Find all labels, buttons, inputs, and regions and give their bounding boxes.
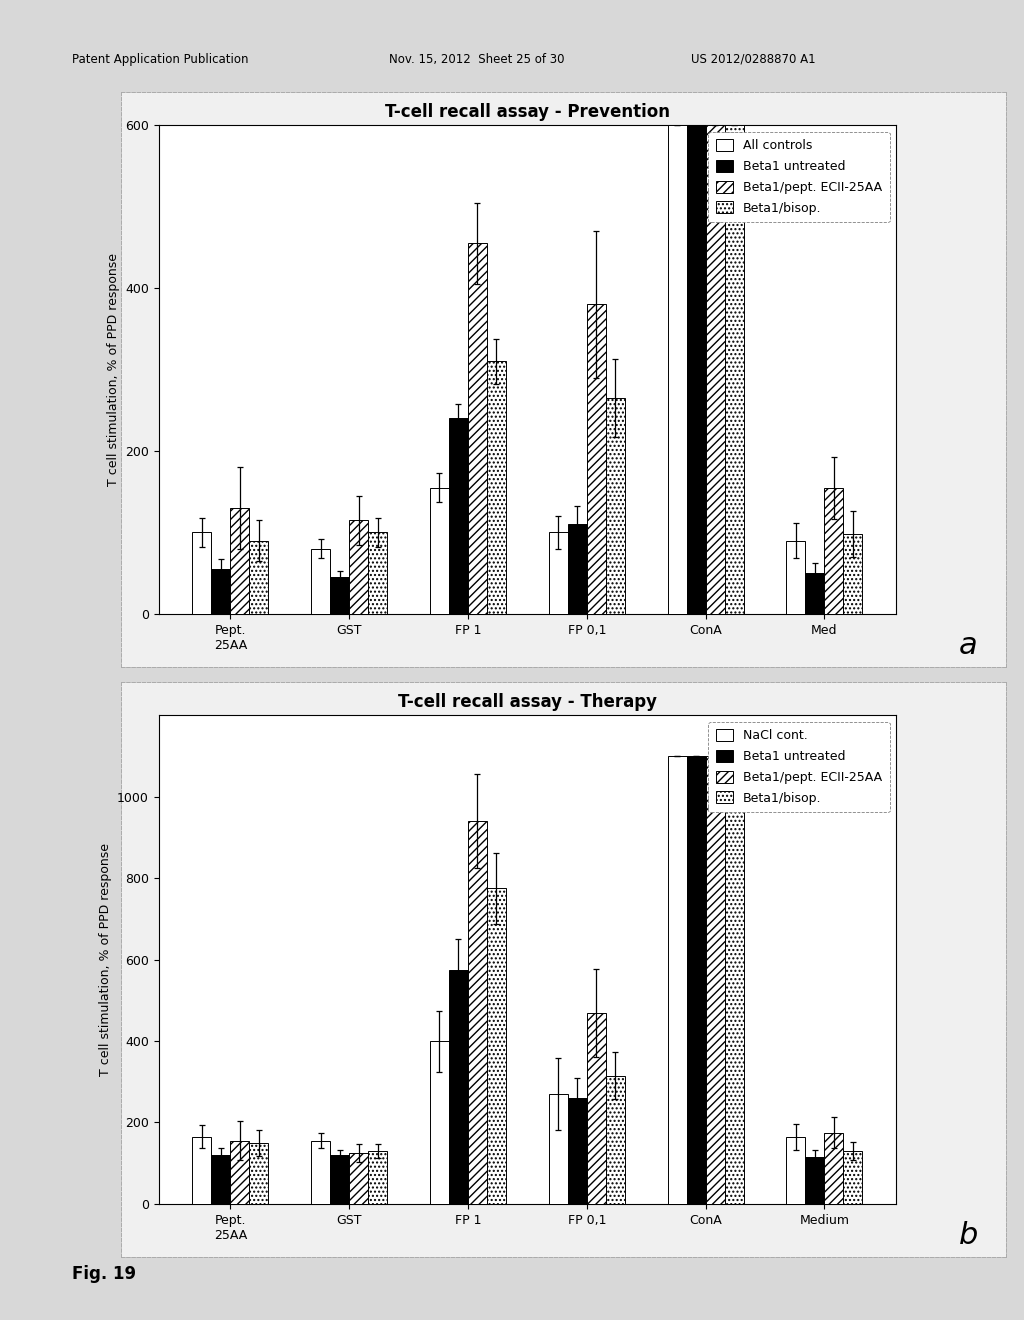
Text: Fig. 19: Fig. 19: [72, 1265, 136, 1283]
Bar: [587, 1012, 606, 1204]
Legend: NaCl cont., Beta1 untreated, Beta1/pept. ECII-25AA, Beta1/bisop.: NaCl cont., Beta1 untreated, Beta1/pept.…: [709, 722, 890, 812]
Bar: [230, 508, 249, 614]
Text: US 2012/0288870 A1: US 2012/0288870 A1: [691, 53, 816, 66]
Bar: [249, 1143, 268, 1204]
Bar: [786, 541, 806, 614]
Bar: [687, 125, 706, 614]
Bar: [668, 756, 687, 1204]
Bar: [311, 549, 330, 614]
Bar: [349, 520, 368, 614]
Bar: [668, 125, 687, 614]
Bar: [487, 888, 506, 1204]
Bar: [687, 756, 706, 1204]
Bar: [725, 125, 743, 614]
Bar: [706, 125, 725, 614]
Bar: [606, 399, 625, 614]
Bar: [549, 532, 567, 614]
Bar: [468, 821, 487, 1204]
Bar: [330, 577, 349, 614]
Title: T-cell recall assay - Prevention: T-cell recall assay - Prevention: [385, 103, 670, 121]
Bar: [211, 569, 230, 614]
Bar: [824, 487, 844, 614]
Bar: [193, 1137, 211, 1204]
Text: Patent Application Publication: Patent Application Publication: [72, 53, 248, 66]
Bar: [567, 524, 587, 614]
Bar: [567, 1098, 587, 1204]
Bar: [606, 1076, 625, 1204]
Bar: [844, 1151, 862, 1204]
Bar: [824, 1133, 844, 1204]
Text: a: a: [959, 631, 978, 660]
Bar: [844, 535, 862, 614]
Bar: [487, 362, 506, 614]
Bar: [786, 1137, 806, 1204]
Bar: [193, 532, 211, 614]
Bar: [806, 1158, 824, 1204]
Bar: [706, 756, 725, 1204]
Bar: [368, 1151, 387, 1204]
Y-axis label: T cell stimulation, % of PPD response: T cell stimulation, % of PPD response: [106, 253, 120, 486]
Bar: [468, 243, 487, 614]
Bar: [549, 1094, 567, 1204]
Bar: [449, 970, 468, 1204]
Bar: [211, 1155, 230, 1204]
Bar: [311, 1140, 330, 1204]
Bar: [330, 1155, 349, 1204]
Bar: [349, 1152, 368, 1204]
Bar: [430, 487, 449, 614]
Text: b: b: [958, 1221, 978, 1250]
Bar: [230, 1140, 249, 1204]
Text: Nov. 15, 2012  Sheet 25 of 30: Nov. 15, 2012 Sheet 25 of 30: [389, 53, 564, 66]
Bar: [368, 532, 387, 614]
Bar: [430, 1041, 449, 1204]
Bar: [249, 541, 268, 614]
Legend: All controls, Beta1 untreated, Beta1/pept. ECII-25AA, Beta1/bisop.: All controls, Beta1 untreated, Beta1/pep…: [709, 132, 890, 222]
Bar: [725, 756, 743, 1204]
Title: T-cell recall assay - Therapy: T-cell recall assay - Therapy: [398, 693, 656, 711]
Bar: [587, 305, 606, 614]
Bar: [806, 573, 824, 614]
Bar: [449, 418, 468, 614]
Y-axis label: T cell stimulation, % of PPD response: T cell stimulation, % of PPD response: [98, 843, 112, 1076]
